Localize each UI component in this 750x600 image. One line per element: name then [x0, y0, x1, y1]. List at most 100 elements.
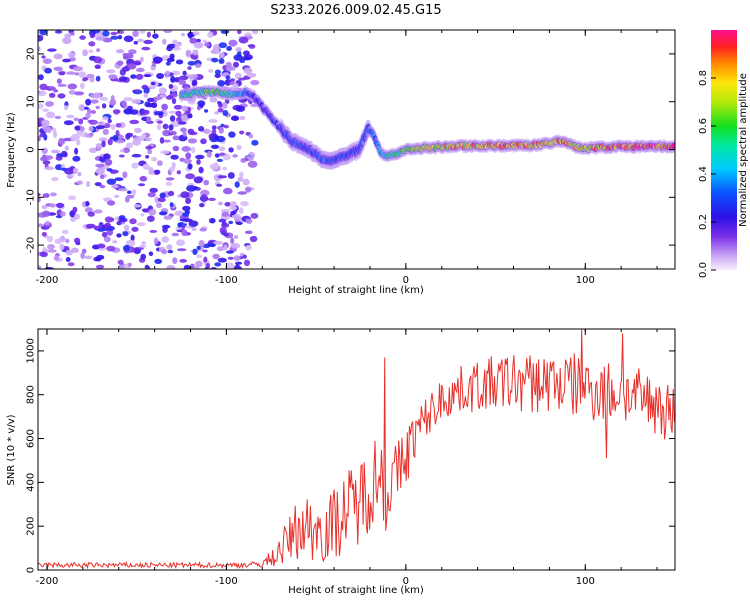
noise-blob	[169, 202, 174, 208]
noise-blob	[187, 113, 193, 119]
noise-blob	[38, 135, 41, 142]
noise-blob	[172, 145, 180, 152]
noise-blob	[110, 124, 116, 130]
noise-blob	[219, 226, 227, 234]
noise-blob	[68, 90, 76, 95]
noise-blob	[177, 121, 187, 125]
noise-blob	[71, 247, 79, 253]
noise-blob	[72, 167, 79, 174]
noise-blob	[122, 231, 129, 237]
noise-blob	[157, 160, 163, 167]
noise-blob	[93, 209, 103, 214]
noise-blob	[208, 69, 214, 73]
noise-blob	[201, 129, 211, 134]
noise-blob	[109, 98, 117, 106]
noise-blob	[168, 166, 175, 172]
noise-blob	[132, 30, 139, 37]
noise-blob	[95, 75, 101, 82]
noise-blob	[214, 73, 221, 79]
noise-blob	[110, 95, 115, 101]
noise-blob	[181, 146, 191, 152]
noise-blob	[66, 174, 74, 178]
noise-blob	[165, 70, 171, 77]
noise-blob	[249, 235, 258, 243]
noise-blob	[110, 31, 118, 36]
noise-blob	[131, 226, 139, 232]
noise-blob	[145, 155, 150, 159]
noise-blob	[223, 187, 233, 195]
noise-blob	[118, 154, 125, 158]
noise-blob	[107, 118, 112, 124]
x-tick-label: 100	[576, 275, 595, 286]
noise-blob	[222, 153, 231, 161]
noise-blob	[66, 114, 75, 119]
noise-blob	[115, 49, 125, 54]
noise-blob	[172, 257, 178, 264]
noise-blob	[106, 168, 113, 172]
noise-blob	[41, 232, 47, 237]
noise-blob	[235, 47, 242, 52]
noise-blob	[178, 75, 189, 81]
noise-blob	[192, 79, 198, 86]
noise-blob	[229, 78, 236, 82]
noise-blob	[112, 134, 119, 142]
noise-blob	[248, 44, 256, 49]
noise-blob	[221, 223, 230, 228]
y-tick-label: -20	[26, 237, 37, 253]
noise-blob	[233, 255, 241, 261]
noise-blob	[99, 174, 105, 179]
noise-blob	[248, 133, 254, 139]
noise-blob	[187, 128, 195, 134]
noise-blob	[45, 101, 54, 107]
noise-blob	[95, 105, 100, 110]
snr-x-axis-title: Height of straight line (km)	[288, 585, 424, 596]
noise-blob	[181, 105, 188, 112]
noise-blob	[141, 241, 147, 245]
noise-blob	[47, 244, 55, 250]
noise-blob	[127, 63, 137, 70]
noise-blob	[61, 229, 69, 235]
noise-blob	[182, 131, 187, 137]
noise-blob	[183, 158, 192, 164]
noise-blob	[74, 213, 80, 220]
noise-blob	[147, 192, 156, 198]
noise-blob	[133, 40, 138, 45]
snr-y-axis-title: SNR (10 * v/v)	[6, 414, 17, 485]
noise-blob	[139, 244, 147, 248]
noise-blob	[116, 30, 125, 34]
noise-blob	[205, 262, 210, 269]
noise-blob	[104, 216, 113, 223]
noise-blob	[176, 239, 186, 246]
noise-blob	[223, 233, 230, 237]
noise-blob	[165, 61, 171, 66]
noise-blob	[88, 49, 94, 54]
noise-blob	[99, 184, 106, 189]
noise-blob	[143, 39, 153, 45]
noise-blob	[156, 123, 162, 131]
noise-blob	[135, 73, 144, 80]
noise-blob	[173, 104, 183, 110]
noise-blob	[148, 169, 156, 175]
noise-blob	[152, 56, 163, 64]
noise-blob	[139, 30, 146, 34]
noise-blob	[217, 102, 223, 108]
noise-blob	[93, 56, 103, 64]
noise-blob	[51, 149, 60, 154]
noise-blob	[162, 123, 169, 130]
noise-blob	[99, 97, 109, 101]
noise-blob	[175, 43, 182, 47]
noise-blob	[38, 197, 41, 203]
noise-blob	[214, 69, 221, 75]
noise-blob	[185, 173, 196, 180]
noise-blob	[55, 215, 63, 219]
noise-blob	[159, 137, 165, 144]
noise-blob	[90, 110, 96, 114]
noise-blob	[74, 72, 80, 76]
noise-blob	[102, 128, 109, 136]
noise-blob	[48, 92, 56, 98]
noise-blob	[146, 215, 155, 222]
noise-blob	[197, 100, 206, 107]
noise-blob	[226, 46, 233, 51]
noise-blob	[154, 196, 160, 204]
noise-blob	[176, 170, 181, 175]
